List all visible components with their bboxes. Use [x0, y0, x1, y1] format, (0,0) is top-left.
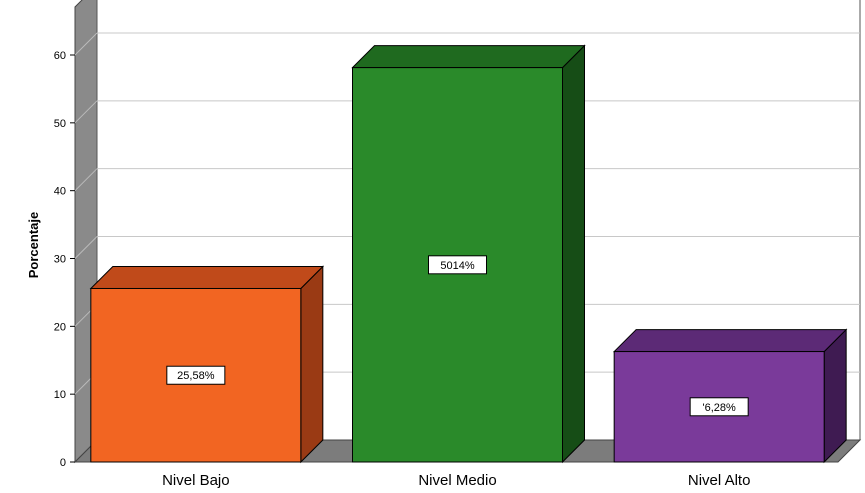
y-tick-label: 0: [60, 457, 66, 469]
bar-3: '6,28%: [612, 328, 848, 464]
bar-top: [612, 329, 848, 353]
gridline-side: [74, 32, 98, 56]
data-label: 5014%: [440, 260, 474, 272]
gridline-side: [74, 168, 98, 192]
y-tick-label: 60: [54, 50, 66, 62]
y-axis-ticks: 0 10 20 30 40 50 60: [54, 50, 75, 469]
data-label-box: [166, 365, 226, 385]
y-tick-label: 40: [54, 186, 66, 198]
y-tick-label: 10: [54, 389, 66, 401]
gridline-side: [74, 236, 98, 259]
y-axis-label: Porcentaje: [26, 212, 41, 278]
data-label: '6,28%: [703, 402, 737, 414]
bar-side: [562, 44, 585, 464]
data-label-box: [689, 397, 749, 417]
bar-side: [300, 265, 324, 464]
bar-top: [351, 45, 586, 69]
category-label: Nivel Alto: [688, 472, 751, 489]
y-tick-label: 50: [54, 118, 66, 130]
data-label: 25,58%: [177, 370, 215, 382]
bars: 25,58% 5014% '6,28%: [89, 44, 848, 464]
bar-side: [823, 328, 847, 464]
y-tick-label: 20: [54, 321, 66, 333]
gridline-side: [74, 100, 98, 124]
y-tick-label: 30: [54, 254, 66, 266]
bar-top: [89, 265, 325, 289]
category-label: Nivel Medio: [418, 472, 496, 489]
bar-2: 5014%: [351, 44, 586, 464]
x-axis-categories: Nivel Bajo Nivel Medio Nivel Alto: [162, 472, 750, 489]
category-label: Nivel Bajo: [162, 472, 230, 489]
bar-1: 25,58%: [89, 265, 325, 464]
data-label-box: [428, 255, 487, 275]
